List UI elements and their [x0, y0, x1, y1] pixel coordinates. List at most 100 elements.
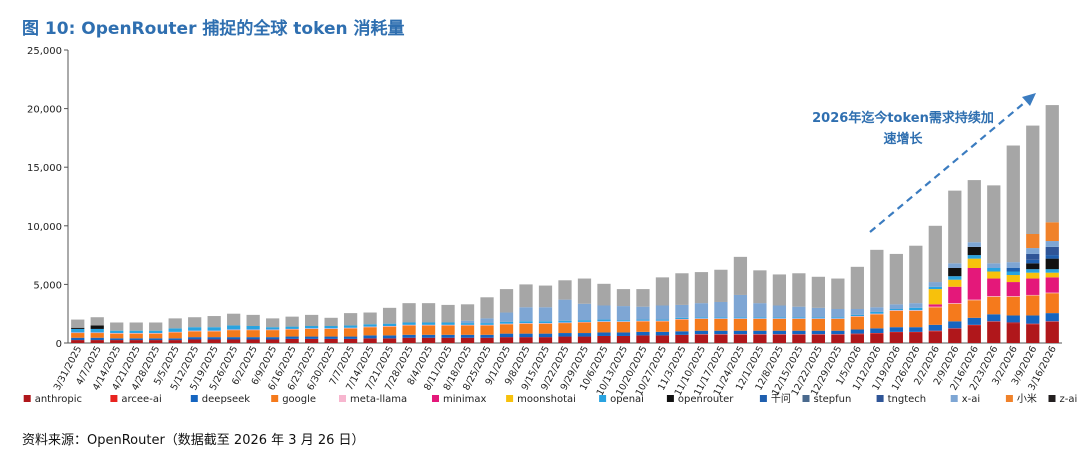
bar-segment-anthropic [636, 335, 650, 343]
bar-segment-meta-llama [441, 324, 455, 326]
bar-segment-x-ai [694, 303, 709, 318]
bar-segment-其他 [149, 322, 163, 331]
bar-segment-anthropic [753, 334, 767, 343]
bar-segment-anthropic [480, 337, 494, 343]
bar-segment-meta-llama [538, 323, 553, 324]
bar-segment-moonshotai [1026, 272, 1040, 279]
bar-segment-deepseek [967, 317, 981, 325]
bar-segment-openai [110, 330, 124, 334]
bar-segment-千问 [1045, 255, 1059, 259]
bar-segment-openai [636, 319, 650, 321]
bar-segment-其他 [227, 313, 241, 326]
bar-segment-arcee-ai [909, 331, 923, 333]
bar-segment-deepseek [71, 337, 85, 341]
bar-segment-deepseek [616, 332, 631, 336]
bar-segment-meta-llama [948, 303, 962, 304]
legend-item-stepfun: stepfun [802, 394, 852, 405]
bar-segment-openai [811, 317, 825, 319]
bar-segment-arcee-ai [850, 333, 864, 335]
bar-segment-deepseek [460, 334, 475, 338]
bar-segment-其他 [1006, 145, 1020, 263]
legend-label: stepfun [814, 394, 852, 405]
bar-segment-meta-llama [675, 318, 689, 320]
bar-segment-deepseek [110, 338, 124, 341]
bar-segment-deepseek [597, 332, 611, 336]
legend-item-meta-llama: meta-llama [339, 394, 407, 405]
bar-segment-x-ai [655, 305, 670, 320]
bar-segment-arcee-ai [928, 330, 942, 332]
bar-segment-openrouter [71, 327, 85, 329]
legend-swatch [759, 395, 767, 402]
legend-label: 千问 [771, 392, 791, 405]
bar-segment-google [538, 323, 553, 334]
bar-segment-arcee-ai [889, 331, 903, 333]
bar-segment-meta-llama [207, 330, 221, 332]
bar-segment-google [499, 324, 514, 334]
bar-segment-x-ai [967, 242, 981, 247]
legend-item-moonshotai: moonshotai [506, 394, 576, 405]
bar-segment-anthropic [733, 334, 748, 343]
bar-segment-google [889, 310, 903, 328]
bar-segment-其他 [460, 304, 475, 321]
bar-segment-google [480, 325, 494, 335]
bar-segment-meta-llama [460, 324, 475, 326]
bar-segment-meta-llama [499, 323, 514, 325]
trend-annotation: 2026年迄今token需求持续加 速增长 [812, 93, 1036, 233]
bar-segment-openai [753, 317, 767, 319]
bar-segment-anthropic [168, 340, 182, 343]
bar-segment-openai [714, 317, 728, 319]
bar-segment-x-ai [636, 306, 650, 320]
bar-segment-meta-llama [772, 318, 787, 319]
bar-segment-openai [850, 314, 864, 317]
bar-segment-千问 [1026, 259, 1040, 264]
annotation-line-2: 速增长 [883, 131, 923, 147]
bar-segment-google [733, 318, 748, 331]
bar-segment-openai [305, 326, 319, 329]
bar-segment-x-ai [1026, 248, 1040, 254]
bar-segment-meta-llama [266, 329, 280, 331]
bar-segment-minimax [967, 267, 981, 300]
bar-segment-x-ai [616, 306, 631, 321]
bar-segment-arcee-ai [870, 333, 884, 334]
bar-segment-anthropic [850, 334, 864, 343]
bar-segment-anthropic [928, 331, 942, 343]
bar-segment-deepseek [402, 334, 416, 338]
bar-segment-deepseek [1006, 315, 1020, 323]
bar-segment-google [909, 310, 923, 328]
bar-segment-meta-llama [655, 320, 670, 322]
bar-segment-moonshotai [1045, 272, 1059, 278]
bar-segment-google [1026, 295, 1040, 316]
bar-segment-meta-llama [246, 329, 260, 331]
bar-segment-openai [207, 327, 221, 331]
bars [71, 105, 1059, 343]
bar-segment-google [227, 330, 241, 338]
bar-segment-arcee-ai [772, 334, 787, 335]
bar-segment-deepseek [675, 331, 689, 335]
bar-segment-meta-llama [324, 328, 338, 329]
bar-segment-其他 [987, 185, 1001, 264]
bar-segment-其他 [1045, 105, 1059, 223]
bar-segment-meta-llama [71, 332, 85, 334]
bar-segment-anthropic [675, 334, 689, 343]
bar-segment-anthropic [71, 340, 85, 343]
bar-segment-meta-llama [792, 318, 806, 319]
bar-segment-deepseek [421, 334, 436, 338]
bar-segment-openrouter [1026, 263, 1040, 270]
bar-segment-anthropic [1006, 323, 1020, 343]
bar-segment-meta-llama [889, 310, 903, 311]
bar-segment-arcee-ai [714, 334, 728, 335]
bar-segment-其他 [850, 266, 864, 310]
legend-item-tngtech: tngtech [876, 394, 926, 405]
bar-segment-其他 [363, 312, 377, 325]
bar-segment-openai [1045, 269, 1059, 273]
bar-segment-google [928, 307, 942, 325]
bar-segment-anthropic [792, 334, 806, 343]
bar-segment-tngtech [1026, 253, 1040, 260]
bar-segment-deepseek [948, 321, 962, 329]
bar-segment-deepseek [636, 331, 650, 336]
bar-segment-meta-llama [616, 321, 631, 322]
bar-segment-meta-llama [733, 318, 748, 319]
bar-segment-openai [382, 323, 397, 326]
legend-swatch [802, 395, 810, 402]
bar-segment-openai [538, 321, 553, 324]
